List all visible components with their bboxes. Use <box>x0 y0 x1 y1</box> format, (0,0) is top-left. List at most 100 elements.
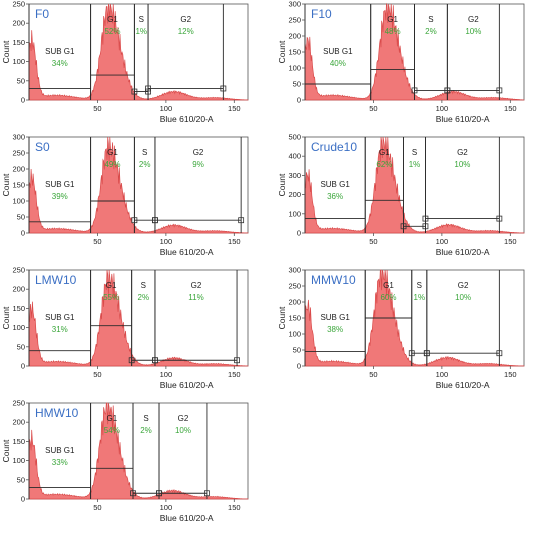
y-tick-label: 200 <box>12 418 25 427</box>
gate-handle[interactable] <box>444 87 451 94</box>
gate-handle[interactable] <box>152 357 158 364</box>
sample-label: F10 <box>311 7 332 21</box>
sample-label: S0 <box>35 140 50 154</box>
gate-handle[interactable] <box>234 357 240 364</box>
sample-label: LMW10 <box>35 273 77 287</box>
gate-percent-label: 2% <box>140 426 152 435</box>
gate-handle[interactable] <box>238 217 245 224</box>
gate-handle[interactable] <box>128 357 135 364</box>
gate-name-label: S <box>428 15 433 24</box>
gate-percent-label: 60% <box>380 293 396 302</box>
x-tick-label: 100 <box>436 104 449 113</box>
gate-name-label: S <box>141 281 146 290</box>
gate-handle[interactable] <box>130 490 136 497</box>
gate-percent-label: 48% <box>385 27 401 36</box>
y-tick-label: 50 <box>293 80 301 89</box>
x-axis-title: Blue 610/20-A <box>436 380 490 390</box>
gate-name-label: SUB G1 <box>320 313 350 322</box>
gate-s[interactable]: S 2% <box>130 403 162 499</box>
x-tick-label: 50 <box>93 370 101 379</box>
gate-name-label: G1 <box>383 281 394 290</box>
gate-percent-label: 11% <box>188 293 203 302</box>
gate-handle[interactable] <box>496 215 503 222</box>
gate-name-label: SUB G1 <box>45 446 75 455</box>
x-tick-label: 150 <box>228 370 241 379</box>
gate-name-label: G1 <box>387 15 398 24</box>
gate-name-label: G2 <box>180 15 191 24</box>
histogram-panel-f10: SUB G1 40% G1 48% S 2% G2 10% 0 50 100 150 200 250 300… <box>276 0 542 130</box>
gate-s[interactable]: S 2% <box>131 137 158 233</box>
x-axis-title: Blue 610/20-A <box>160 114 214 124</box>
gate-s[interactable]: S 1% <box>408 270 430 366</box>
histogram-area <box>28 3 249 101</box>
gate-handle[interactable] <box>400 223 407 230</box>
sample-label: MMW10 <box>311 273 356 287</box>
gate-percent-label: 2% <box>139 160 151 169</box>
gate-percent-label: 54% <box>104 426 120 435</box>
gate-percent-label: 38% <box>327 325 343 334</box>
y-tick-label: 50 <box>293 346 301 355</box>
x-tick-label: 100 <box>160 503 173 512</box>
y-tick-label: 300 <box>12 133 25 142</box>
gate-handle[interactable] <box>204 490 210 497</box>
gate-handle[interactable] <box>496 350 503 357</box>
gate-percent-label: 62% <box>376 160 392 169</box>
gate-name-label: G2 <box>193 148 204 157</box>
gate-name-label: G2 <box>191 281 202 290</box>
gate-handle[interactable] <box>152 217 158 224</box>
x-tick-label: 150 <box>228 503 241 512</box>
gate-percent-label: 10% <box>454 160 470 169</box>
gate-name-label: S <box>412 148 417 157</box>
y-tick-label: 250 <box>288 282 301 291</box>
gate-handle[interactable] <box>131 88 138 95</box>
gate-percent-label: 2% <box>138 293 150 302</box>
histogram-panel-f0: SUB G1 34% G1 52% S 1% G2 12% 0 50 100 150 200 250 50 1… <box>0 0 266 130</box>
y-tick-label: 50 <box>17 475 25 484</box>
gate-handle[interactable] <box>156 490 162 497</box>
y-tick-label: 200 <box>12 165 25 174</box>
gate-percent-label: 39% <box>52 192 68 201</box>
gate-handle[interactable] <box>422 215 429 222</box>
gate-s[interactable]: S 2% <box>411 4 451 100</box>
gate-handle[interactable] <box>423 350 430 357</box>
y-tick-label: 150 <box>12 181 25 190</box>
x-tick-label: 100 <box>160 104 173 113</box>
gate-percent-label: 10% <box>465 27 481 36</box>
gate-name-label: G2 <box>178 414 189 423</box>
x-tick-label: 150 <box>228 237 241 246</box>
y-tick-label: 100 <box>288 330 301 339</box>
y-tick-label: 100 <box>288 209 301 218</box>
gate-handle[interactable] <box>145 85 151 92</box>
gate-name-label: SUB G1 <box>45 313 75 322</box>
gate-percent-label: 31% <box>52 325 68 334</box>
gate-name-label: SUB G1 <box>45 180 75 189</box>
y-axis-title: Count <box>1 439 11 462</box>
gate-percent-label: 2% <box>425 27 437 36</box>
gate-handle[interactable] <box>496 87 503 94</box>
histogram-svg: SUB G140%G148%S2%G210%050100150200250300… <box>277 0 525 124</box>
y-tick-label: 250 <box>12 399 25 408</box>
y-tick-label: 0 <box>297 229 301 238</box>
histogram-svg: SUB G139%G149%S2%G29%0501001502002503005… <box>1 133 249 257</box>
histogram-area <box>304 269 525 367</box>
y-tick-label: 250 <box>12 0 25 9</box>
gate-g2[interactable]: G29% <box>152 137 245 233</box>
gate-handle[interactable] <box>408 350 415 357</box>
gate-name-label: S <box>139 15 144 24</box>
gate-handle[interactable] <box>220 85 227 92</box>
gate-handle[interactable] <box>131 217 138 224</box>
gate-handle[interactable] <box>411 87 418 94</box>
x-tick-label: 50 <box>369 104 377 113</box>
y-tick-label: 0 <box>297 96 301 105</box>
gate-name-label: S <box>142 148 147 157</box>
gate-s[interactable]: S 2% <box>128 270 158 366</box>
gate-name-label: G1 <box>107 148 118 157</box>
